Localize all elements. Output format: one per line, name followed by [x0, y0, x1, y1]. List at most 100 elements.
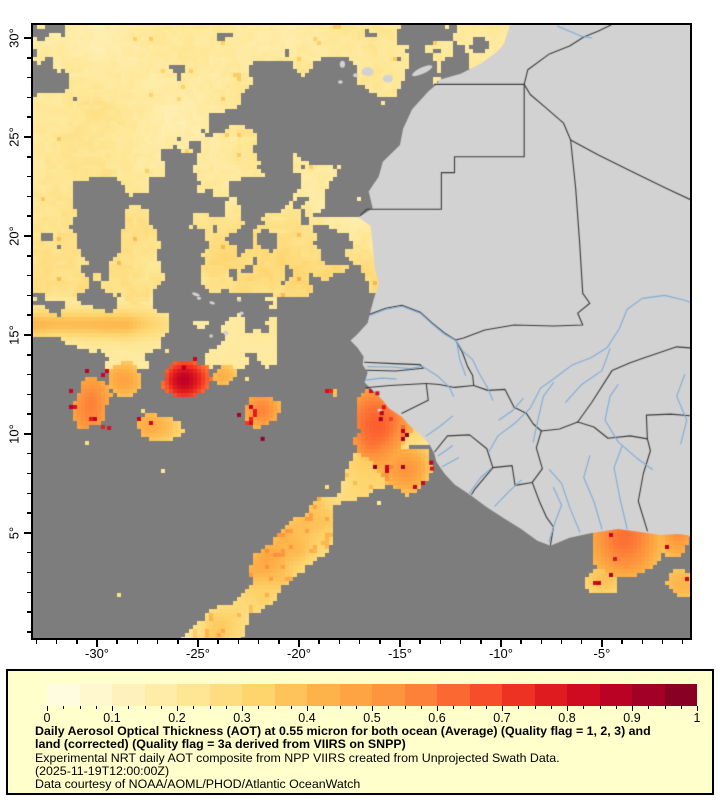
colorbar-segment: [437, 684, 470, 706]
legend-caption: Daily Aerosol Optical Thickness (AOT) at…: [35, 724, 663, 792]
colorbar-minor-tick: [664, 706, 666, 709]
colorbar-tick-label: 0.7: [493, 711, 511, 725]
colorbar-minor-tick: [290, 706, 292, 709]
x-major-tick: [399, 640, 401, 647]
colorbar-minor-tick: [420, 706, 422, 709]
colorbar-segment: [242, 684, 275, 706]
caption-line-timestamp: (2025-11-19T12:00:00Z): [35, 763, 170, 778]
y-minor-tick: [27, 591, 31, 594]
colorbar: [47, 684, 697, 706]
colorbar-tick-label: 0.5: [363, 711, 381, 725]
colorbar-minor-tick: [518, 706, 520, 709]
colorbar-major-tick: [632, 706, 633, 711]
x-minor-tick: [439, 640, 442, 644]
y-minor-tick: [27, 274, 31, 277]
colorbar-segment: [47, 684, 80, 706]
aot-map-canvas: [33, 25, 690, 638]
x-axis-label: -25°: [186, 646, 210, 661]
y-minor-tick: [27, 452, 31, 455]
y-minor-tick: [27, 215, 31, 217]
x-minor-tick: [641, 640, 644, 644]
y-axis-label: 25°: [6, 127, 22, 147]
colorbar-minor-tick: [485, 706, 487, 709]
map-plot-frame: [31, 23, 692, 640]
x-minor-tick: [480, 640, 482, 644]
y-minor-tick: [27, 413, 31, 415]
colorbar-tick-label: 0.3: [233, 711, 251, 725]
x-minor-tick: [338, 640, 341, 644]
colorbar-minor-tick: [63, 706, 65, 709]
x-minor-tick: [419, 640, 421, 644]
y-minor-tick: [27, 156, 31, 158]
caption-line-courtesy: Data courtesy of NOAA/AOML/PHOD/Atlantic…: [35, 777, 361, 792]
y-minor-tick: [27, 373, 31, 376]
x-minor-tick: [55, 640, 58, 644]
colorbar-minor-tick: [144, 706, 146, 709]
caption-title: Daily Aerosol Optical Thickness (AOT) at…: [35, 724, 651, 752]
x-minor-tick: [237, 640, 240, 644]
y-major-tick: [24, 532, 31, 534]
y-minor-tick: [27, 472, 31, 475]
colorbar-minor-tick: [193, 706, 195, 709]
y-minor-tick: [27, 175, 31, 178]
y-minor-tick: [27, 57, 31, 59]
colorbar-tick-label: 0.4: [298, 711, 316, 725]
y-axis-label: 20°: [6, 226, 22, 246]
y-minor-tick: [27, 354, 31, 356]
x-minor-tick: [520, 640, 522, 644]
colorbar-minor-tick: [160, 706, 162, 709]
colorbar-tick-label: 0.2: [168, 711, 186, 725]
colorbar-segment: [404, 684, 437, 706]
colorbar-minor-tick: [583, 706, 585, 709]
y-major-tick: [24, 235, 31, 237]
y-minor-tick: [27, 116, 31, 118]
y-minor-tick: [27, 631, 31, 633]
colorbar-minor-tick: [274, 706, 276, 709]
colorbar-segment: [209, 684, 242, 706]
colorbar-major-tick: [567, 706, 568, 711]
x-minor-tick: [459, 640, 462, 644]
x-minor-tick: [661, 640, 664, 644]
colorbar-minor-tick: [550, 706, 552, 709]
y-minor-tick: [27, 195, 31, 198]
colorbar-segment: [599, 684, 632, 706]
legend-panel: Daily Aerosol Optical Thickness (AOT) at…: [6, 669, 714, 795]
colorbar-segment: [664, 684, 697, 706]
colorbar-tick-label: 0.1: [103, 711, 121, 725]
colorbar-segment: [274, 684, 307, 706]
colorbar-segment: [372, 684, 405, 706]
y-minor-tick: [27, 255, 31, 257]
y-axis-label: 15°: [6, 325, 22, 345]
colorbar-segment: [144, 684, 177, 706]
colorbar-minor-tick: [404, 706, 406, 709]
colorbar-segment: [567, 684, 600, 706]
x-minor-tick: [560, 640, 563, 644]
colorbar-minor-tick: [453, 706, 455, 709]
colorbar-minor-tick: [128, 706, 130, 709]
colorbar-major-tick: [307, 706, 308, 711]
y-major-tick: [24, 136, 31, 138]
colorbar-segment: [502, 684, 535, 706]
colorbar-segment: [177, 684, 210, 706]
y-minor-tick: [27, 314, 31, 316]
y-minor-tick: [27, 96, 31, 99]
y-axis-label: 5°: [6, 526, 22, 540]
colorbar-minor-tick: [615, 706, 617, 709]
colorbar-major-tick: [242, 706, 243, 711]
x-minor-tick: [681, 640, 684, 644]
x-major-tick: [197, 640, 199, 647]
colorbar-major-tick: [177, 706, 178, 711]
colorbar-segment: [79, 684, 112, 706]
x-minor-tick: [318, 640, 320, 644]
colorbar-minor-tick: [599, 706, 601, 709]
x-minor-tick: [156, 640, 159, 644]
colorbar-minor-tick: [209, 706, 211, 709]
colorbar-major-tick: [47, 706, 48, 711]
colorbar-minor-tick: [388, 706, 390, 709]
x-minor-tick: [35, 640, 38, 644]
x-major-tick: [601, 640, 603, 647]
x-axis-label: -10°: [488, 646, 513, 661]
colorbar-minor-tick: [534, 706, 536, 709]
x-minor-tick: [76, 640, 78, 644]
